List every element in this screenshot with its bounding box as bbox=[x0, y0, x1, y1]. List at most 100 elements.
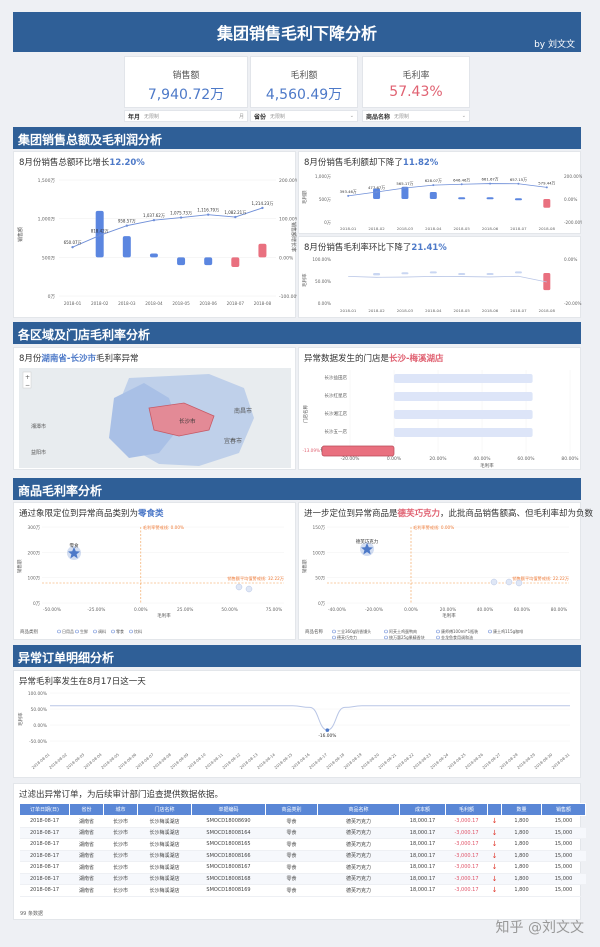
data-label: 1,116.79万 bbox=[197, 208, 219, 213]
zoom-out-icon: − bbox=[25, 382, 30, 389]
legend-marker bbox=[111, 629, 115, 634]
table-row[interactable]: 2018-08-17 湖南省 长沙市 长沙梅溪湖店 SMOCD18008168 零食 德芙巧… bbox=[19, 873, 586, 885]
table-cell: 长沙市 bbox=[103, 884, 138, 897]
arrow-down-icon: ↓ bbox=[487, 873, 502, 885]
profit-point bbox=[517, 182, 520, 185]
table-row[interactable]: 2018-08-17 湖南省 长沙市 长沙梅溪湖店 SMOCD18008169 零食 德芙巧… bbox=[19, 884, 586, 897]
x-tick-label: 60.00% bbox=[517, 456, 535, 462]
y-tick-label: 长沙红星店 bbox=[325, 392, 348, 399]
legend-item: 生鲜 bbox=[80, 628, 88, 634]
table-row[interactable]: 2018-08-17 湖南省 长沙市 长沙梅溪湖店 SMOCD18008167 零食 德芙巧… bbox=[19, 861, 586, 874]
table-header-cell[interactable]: 门店名称 bbox=[137, 803, 192, 816]
table-header-cell[interactable]: 成本额 bbox=[399, 803, 446, 816]
table-header-cell[interactable]: 城市 bbox=[103, 803, 138, 816]
x-tick-label: 2018-04 bbox=[425, 226, 442, 231]
profit-point bbox=[375, 191, 378, 194]
data-label: 818.42万 bbox=[91, 228, 109, 233]
y-tick-label: 200万 bbox=[28, 550, 41, 556]
table-cell: 2018-08-17 bbox=[19, 884, 70, 897]
profit-point bbox=[489, 182, 492, 185]
x-tick-label: 80.00% bbox=[561, 456, 579, 462]
region-map[interactable]: 长沙市 宜春市 南昌市 湘潭市 益阳市 + − bbox=[19, 368, 302, 468]
table-header-cell[interactable]: 毛利额 bbox=[445, 803, 488, 816]
filter-label: 省份 bbox=[254, 113, 267, 121]
table-cell: 德芙巧克力 bbox=[317, 827, 400, 839]
x-tick-label: 2018-06 bbox=[199, 301, 217, 306]
sales-line bbox=[72, 207, 263, 248]
map-zoom-control[interactable] bbox=[22, 371, 32, 389]
table-header-cell[interactable]: 订单日期(日) bbox=[19, 803, 70, 816]
legend-item: 零食 bbox=[116, 628, 124, 634]
legend-item: 统万惠25g果精香块 bbox=[389, 634, 425, 640]
x-tick-label: 2018-04 bbox=[145, 301, 163, 306]
table-cell: SMOCD18008167 bbox=[191, 861, 266, 874]
watermark: 知乎 @刘文文 bbox=[495, 920, 584, 936]
x-tick-label: 2018-06 bbox=[482, 226, 499, 231]
panel-product-scatter: 进一步定位到异常商品是德芙巧克力，此批商品销售额高、但毛利率却为负数 150万 1… bbox=[298, 502, 593, 640]
table-header-cell[interactable]: 数量 bbox=[501, 803, 542, 816]
kpi-label: 销售额 bbox=[172, 71, 200, 81]
x-tick-label: -20.00% bbox=[365, 607, 383, 613]
legend-marker bbox=[332, 635, 336, 640]
table-header-cell[interactable] bbox=[487, 803, 502, 816]
panel-title: 8月份销售毛利率环比下降了21.41% bbox=[304, 243, 447, 253]
table-row[interactable]: 2018-08-17 湖南省 长沙市 长沙梅溪湖店 SMOCD18008690 零食 德芙巧… bbox=[19, 815, 586, 828]
chart-margin: 100.00% 50.00% 0.00% 0.00% -20.00% 毛利率 2018-01… bbox=[301, 257, 581, 313]
table-cell: 2018-08-17 bbox=[19, 815, 70, 828]
table-cell: 长沙市 bbox=[103, 815, 138, 828]
section-header-sales: 集团销售总额及毛利润分析 bbox=[13, 127, 581, 149]
table-cell: 1,800 bbox=[501, 873, 542, 885]
chevron-down-icon: ⌄ bbox=[349, 113, 354, 119]
chart-profit: 1,000万 500万 0万 200.00% 0.00% -200.00% 毛利额 2018-… bbox=[301, 174, 582, 231]
y-axis-label: 销售额 bbox=[17, 227, 24, 242]
table-row[interactable]: 2018-08-17 湖南省 长沙市 长沙梅溪湖店 SMOCD18008164 零食 德芙巧… bbox=[19, 827, 586, 839]
order-table-wrap: 订单日期(日) 省份 城市 门店名称 单据编码 商品类别 商品名称 成本额 毛利额 数量 销售额 2… bbox=[19, 803, 586, 897]
growth-bar bbox=[258, 243, 267, 258]
data-label: 650.07万 bbox=[64, 240, 82, 245]
growth-bar bbox=[95, 210, 104, 258]
table-header-cell[interactable]: 商品名称 bbox=[317, 803, 400, 816]
point-label: 德芙巧克力 bbox=[356, 538, 379, 545]
table-header-cell[interactable]: 单据编码 bbox=[191, 803, 266, 816]
legend-item: 金龙鱼食用调和油 bbox=[441, 634, 473, 640]
y-tick-label: 100.00% bbox=[28, 691, 47, 697]
arrow-down-icon: ↓ bbox=[487, 884, 502, 897]
table-header-cell[interactable]: 省份 bbox=[69, 803, 104, 816]
section-header-orders: 异常订单明细分析 bbox=[13, 645, 581, 667]
y-tick-label: 0.00% bbox=[33, 723, 47, 729]
x-tick-label: 2018-08 bbox=[539, 308, 556, 313]
y-tick-label: 1,000万 bbox=[38, 217, 56, 223]
table-header-cell[interactable]: 销售额 bbox=[541, 803, 586, 816]
x-tick-label: 0.00% bbox=[404, 607, 418, 613]
y-axis-label: 毛利率 bbox=[301, 273, 308, 287]
table-row[interactable]: 2018-08-17 湖南省 长沙市 长沙梅溪湖店 SMOCD18008165 零食 德芙巧… bbox=[19, 838, 586, 851]
legend-marker bbox=[384, 635, 388, 640]
table-row[interactable]: 2018-08-17 湖南省 长沙市 长沙梅溪湖店 SMOCD18008166 零食 德芙巧… bbox=[19, 850, 586, 862]
table-cell: 2018-08-17 bbox=[19, 861, 70, 874]
legend-title: 商品名称 bbox=[305, 628, 323, 635]
y-tick-label: 长沙益田店 bbox=[325, 374, 348, 381]
growth-bar bbox=[177, 257, 186, 266]
y-axis-label: 门店名称 bbox=[302, 405, 309, 423]
data-label: 628.07万 bbox=[425, 178, 442, 183]
panel-title: 进一步定位到异常商品是德芙巧克力，此批商品销售额高、但毛利率却为负数 bbox=[304, 509, 594, 519]
y-axis-label: 销售额 bbox=[301, 559, 308, 573]
avg-label-x: 毛利率警戒线: 0.00% bbox=[413, 524, 454, 531]
table-cell: 零食 bbox=[265, 838, 318, 851]
filter-province[interactable]: 省份 无限制 ⌄ bbox=[250, 110, 358, 122]
x-tick-label: -40.00% bbox=[328, 607, 346, 613]
y-tick-label: 100.00% bbox=[312, 257, 331, 262]
panel-daily-trend: 异常毛利率发生在8月17日这一天 100.00% 50.00% 0.00% -50.0… bbox=[13, 670, 581, 778]
arrow-down-icon: ↓ bbox=[487, 838, 502, 851]
filter-product[interactable]: 商品名称 无限制 ⌄ bbox=[362, 110, 470, 122]
x-tick-label: 2018-07 bbox=[227, 301, 245, 306]
table-header-cell[interactable]: 商品类别 bbox=[265, 803, 318, 816]
growth-bar bbox=[204, 257, 213, 266]
data-label: 393.46万 bbox=[340, 189, 357, 194]
section-header-product: 商品毛利率分析 bbox=[13, 478, 581, 500]
table-cell: 零食 bbox=[265, 815, 318, 828]
filter-month[interactable]: 年月 无限制 月 bbox=[124, 110, 248, 122]
table-cell: 长沙梅溪湖店 bbox=[137, 884, 192, 897]
legend-marker bbox=[488, 629, 492, 634]
panel-category-scatter: 通过象限定位到异常商品类别为零食类 300万 200万 100万 0万 -50.00% -… bbox=[13, 502, 296, 640]
